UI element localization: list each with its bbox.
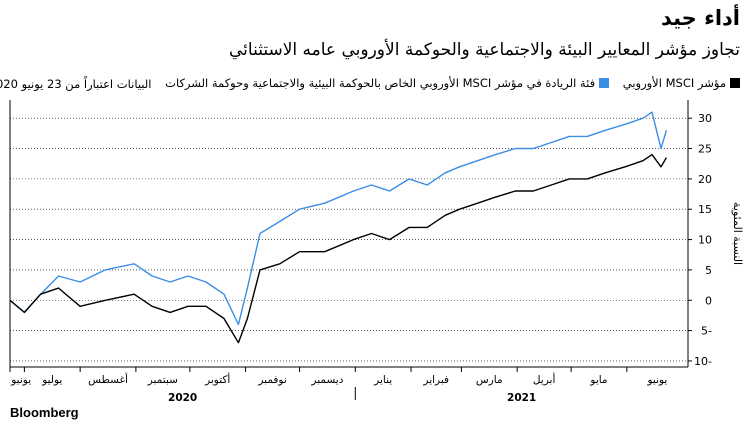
legend-label-esg-leaders: فئة الريادة في مؤشر MSCI الأوروبي الخاص … — [165, 76, 596, 90]
y-tick-label-1: 25 — [698, 143, 712, 156]
x-year-label-2020: 2020 — [168, 392, 197, 404]
legend: مؤشر MSCI الأوروبي فئة الريادة في مؤشر M… — [0, 76, 740, 91]
x-month-label-5: نوفمبر — [257, 374, 286, 386]
y-tick-label-4: 10 — [698, 234, 712, 247]
legend-swatch-blue — [599, 78, 610, 88]
legend-label-msci-europe: مؤشر MSCI الأوروبي — [622, 76, 726, 90]
x-month-label-11: مايو — [589, 374, 607, 386]
y-tick-label-0: 30 — [698, 112, 712, 125]
series-line-msci-europe — [9, 153, 668, 344]
y-tick-label-2: 20 — [698, 173, 712, 186]
x-month-label-0: يونيو — [10, 374, 31, 386]
x-month-label-6: ديسمبر — [310, 374, 343, 386]
x-year-label-2021: 2021 — [507, 392, 536, 404]
y-tick-label-5: 5 — [705, 264, 712, 277]
x-month-label-4: أكتوبر — [204, 372, 230, 386]
x-month-label-8: فبراير — [422, 374, 449, 386]
legend-item-esg-leaders: فئة الريادة في مؤشر MSCI الأوروبي الخاص … — [165, 76, 610, 90]
legend-note: البيانات اعتباراً من 23 يونيو 2020 — [0, 77, 152, 91]
legend-swatch-black — [730, 78, 740, 88]
x-month-label-7: يناير — [373, 374, 392, 386]
y-tick-label-3: 15 — [698, 203, 712, 216]
legend-item-msci-europe: مؤشر MSCI الأوروبي — [623, 76, 740, 90]
x-month-label-10: أبريل — [533, 372, 556, 386]
x-month-label-12: يونيو — [646, 374, 667, 386]
bloomberg-logo: Bloomberg — [10, 405, 79, 420]
y-tick-label-6: 0 — [705, 294, 712, 307]
x-month-label-3: سبتمبر — [147, 374, 178, 386]
x-month-label-1: يوليو — [41, 374, 62, 386]
x-month-label-9: مارس — [476, 374, 503, 386]
y-tick-label-7: 5- — [701, 325, 712, 338]
chart-subtitle: تجاوز مؤشر المعايير البيئة والاجتماعية و… — [229, 40, 740, 60]
chart-title: أداء جيد — [660, 6, 740, 30]
y-tick-label-8: 10- — [694, 355, 712, 368]
x-month-label-2: أغسطس — [88, 372, 128, 386]
series-line-esg-leaders — [9, 111, 668, 326]
y-axis-label: النسبة المئوية — [731, 202, 744, 265]
